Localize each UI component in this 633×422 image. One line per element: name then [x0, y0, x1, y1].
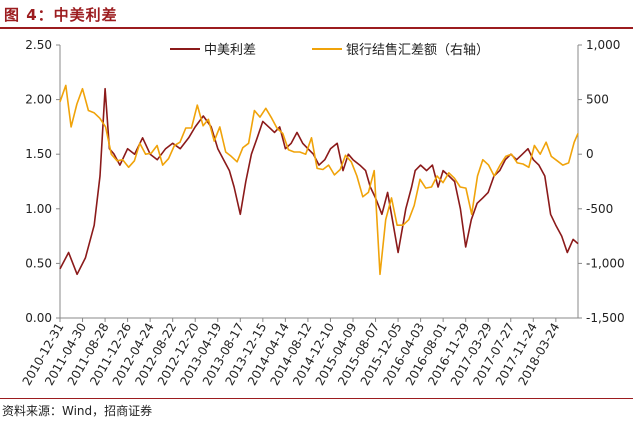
- series-layer: [59, 84, 579, 276]
- left-tick-label: 2.00: [25, 93, 52, 107]
- left-tick-label: 1.00: [25, 202, 52, 216]
- legend: 中美利差 银行结售汇差额（右轴）: [170, 42, 489, 58]
- right-tick-label: -1,000: [586, 256, 625, 270]
- source-note: 资料来源：Wind，招商证券: [2, 404, 153, 418]
- chart: 0.00 0.50 1.00 1.50 2.00 2.50 -1,500 -1,000 -500…: [20, 38, 625, 388]
- legend-label-2: 银行结售汇差额（右轴）: [346, 42, 489, 58]
- right-tick-label: 1,000: [586, 38, 620, 52]
- right-tick-label: -1,500: [586, 311, 625, 325]
- right-tick-label: 0: [586, 147, 594, 161]
- series-line-1: [59, 87, 579, 276]
- left-tick-label: 2.50: [25, 38, 52, 52]
- figure-title: 图 4：中美利差: [4, 6, 118, 24]
- series-line-2: [59, 84, 579, 276]
- footer-rule: [0, 398, 633, 399]
- title-rule: [0, 27, 633, 29]
- axes: 0.00 0.50 1.00 1.50 2.00 2.50 -1,500 -1,000 -500…: [20, 38, 625, 388]
- right-tick-label: -500: [586, 202, 613, 216]
- left-tick-label: 0.50: [25, 256, 52, 270]
- left-tick-label: 0.00: [25, 311, 52, 325]
- legend-label-1: 中美利差: [204, 43, 256, 58]
- right-tick-label: 500: [586, 93, 609, 107]
- left-tick-label: 1.50: [25, 147, 52, 161]
